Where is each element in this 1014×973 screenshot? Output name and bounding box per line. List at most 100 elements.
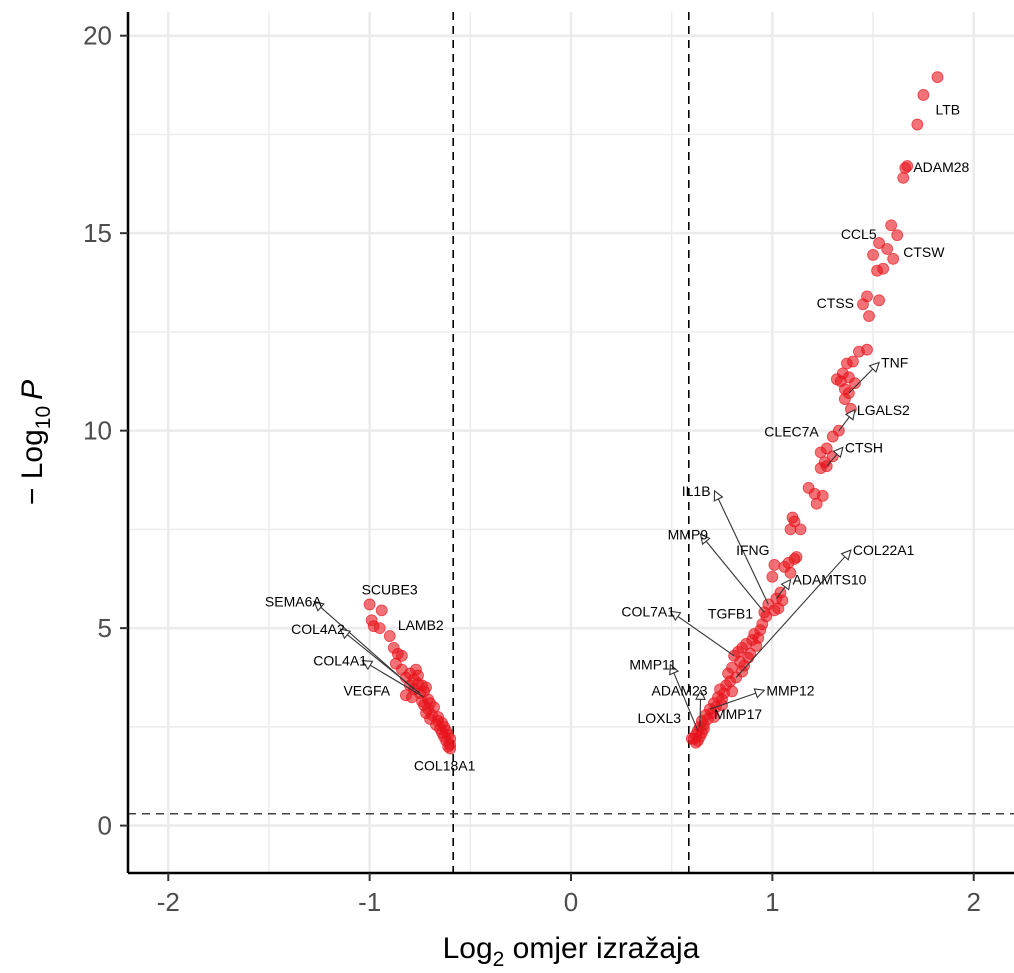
gene-label: SEMA6A	[265, 593, 322, 609]
data-point	[410, 663, 422, 676]
threshold-lines	[128, 12, 1014, 873]
gene-label: VEGFA	[343, 682, 390, 698]
data-point	[881, 243, 894, 255]
gene-label: CTSW	[903, 244, 945, 260]
gene-label: MMP9	[668, 526, 709, 542]
gene-label: TNF	[881, 354, 908, 370]
label-arrow-line	[669, 664, 699, 732]
gene-label: MMP12	[766, 682, 814, 698]
x-axis-title-subscript: 2	[493, 948, 505, 971]
data-point	[814, 462, 827, 475]
data-point	[744, 647, 757, 660]
data-point	[826, 430, 839, 443]
data-point	[810, 497, 823, 510]
gene-label: COL18A1	[414, 757, 476, 773]
data-point	[768, 559, 781, 571]
gene-label: CTSH	[845, 439, 883, 455]
data-point	[863, 310, 875, 323]
data-point	[814, 446, 827, 459]
label-arrow-head	[713, 489, 724, 502]
gene-label: LOXL3	[637, 710, 681, 726]
data-point	[849, 377, 861, 390]
label-arrows	[313, 361, 880, 732]
data-point	[726, 685, 738, 698]
grid-lines	[128, 12, 1014, 873]
label-arrow-head	[669, 610, 682, 622]
data-points	[363, 71, 944, 755]
data-point	[752, 632, 765, 644]
x-axis-ticks: -2 -1 0 1 2	[157, 873, 981, 917]
y-axis-title-italic: P	[16, 380, 49, 400]
gene-label: COL7A1	[621, 603, 675, 619]
x-axis-title-base: Log	[443, 932, 493, 965]
label-arrow-line	[700, 533, 765, 613]
y-axis-ticks: 0 5 10 15 20	[83, 21, 128, 841]
label-arrow-head	[695, 689, 706, 700]
data-point	[373, 622, 386, 635]
label-arrow-line	[362, 660, 425, 698]
label-arrow-head	[313, 600, 325, 612]
label-arrow-head	[868, 361, 880, 374]
data-point	[871, 264, 883, 277]
data-point	[838, 393, 851, 405]
data-point	[784, 523, 797, 536]
y-axis-title: − Log10 P	[16, 380, 55, 505]
data-point	[840, 357, 853, 370]
gene-label: COL22A1	[853, 542, 915, 558]
data-point	[873, 237, 885, 249]
data-point	[891, 229, 904, 242]
label-arrow-line	[709, 689, 765, 710]
gene-label: ADAM23	[652, 682, 708, 698]
gene-labels: LTB ADAM28 CCL5 CTSW CTSS TNF LGALS2 CLEC7A CTSH…	[265, 102, 970, 774]
gene-label: CTSS	[817, 295, 854, 311]
y-axis-title-prefix: − Log	[16, 429, 49, 505]
data-point	[885, 219, 898, 232]
data-point	[897, 171, 910, 184]
x-axis-title-rest: omjer izražaja	[504, 932, 699, 965]
gene-label: TGFB1	[708, 605, 753, 621]
x-tick-label: -1	[358, 887, 381, 917]
gene-label: LGALS2	[857, 402, 910, 418]
label-arrow-line	[670, 610, 735, 657]
data-point	[689, 736, 702, 749]
gene-label: COL4A2	[291, 621, 345, 637]
data-point	[444, 742, 457, 755]
label-arrow-line	[735, 549, 852, 678]
label-arrow-head	[840, 549, 852, 561]
data-point	[867, 248, 879, 261]
label-arrow-head	[339, 628, 352, 640]
gene-label: ADAM28	[913, 159, 969, 175]
x-tick-label: 0	[564, 887, 578, 917]
data-point	[406, 691, 418, 704]
data-point	[857, 298, 869, 311]
label-arrow-head	[699, 533, 711, 546]
label-arrow-head	[780, 578, 792, 591]
gene-label: LAMB2	[398, 617, 444, 633]
data-point	[794, 523, 807, 536]
label-arrow-head	[753, 688, 766, 699]
gene-label: CCL5	[841, 226, 877, 242]
data-point	[788, 553, 801, 565]
y-tick-label: 15	[83, 218, 112, 248]
y-tick-label: 5	[98, 613, 112, 643]
data-point	[363, 598, 376, 611]
label-arrow-head	[832, 446, 844, 459]
data-point	[917, 89, 930, 101]
y-tick-label: 10	[83, 416, 112, 446]
gene-label: MMP11	[629, 657, 676, 673]
data-point	[375, 604, 388, 617]
data-point	[873, 294, 885, 307]
data-point	[816, 489, 829, 502]
data-point	[698, 722, 710, 735]
x-axis-title: Log2 omjer izražaja	[443, 932, 700, 971]
gene-label: SCUBE3	[362, 582, 418, 598]
label-arrow-line	[339, 628, 421, 694]
data-point	[383, 630, 396, 642]
data-point	[708, 711, 720, 723]
label-arrow-head	[844, 408, 856, 421]
x-tick-label: -2	[157, 887, 180, 917]
gene-label: CLEC7A	[764, 424, 819, 440]
x-tick-label: 2	[966, 887, 980, 917]
